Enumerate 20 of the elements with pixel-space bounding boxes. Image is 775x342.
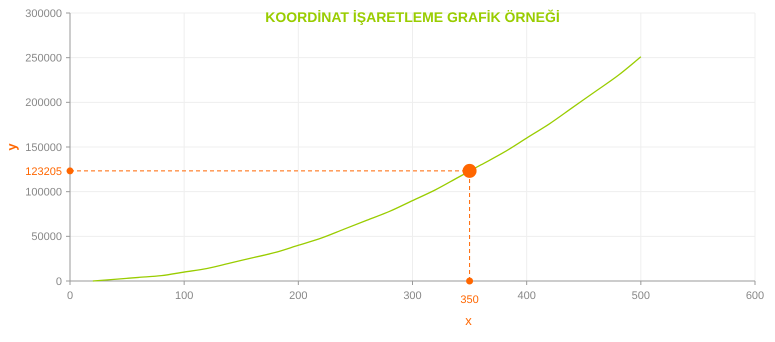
y-axis-title: y — [4, 142, 19, 151]
ref-line-label: 350 — [460, 294, 479, 306]
y-tick-label: 200000 — [25, 97, 62, 110]
x-tick-label: 200 — [289, 290, 308, 302]
y-tick-label: 50000 — [31, 231, 62, 244]
ref-line-label: 123205 — [25, 166, 62, 178]
chart-title: KOORDİNAT İŞARETLEME GRAFİK ÖRNEĞİ — [265, 9, 560, 25]
x-tick-label: 100 — [174, 290, 194, 302]
line-series — [92, 56, 642, 282]
x-axis-title: x — [465, 313, 472, 328]
x-tick-label: 600 — [746, 290, 764, 302]
y-tick-label: 0 — [56, 276, 62, 288]
x-tick-label: 500 — [632, 290, 650, 302]
y-tick-label: 150000 — [25, 142, 62, 154]
y-tick-label: 100000 — [25, 186, 62, 199]
x-tick-label: 300 — [403, 290, 422, 302]
y-tick-label: 250000 — [25, 52, 62, 65]
x-tick-label: 400 — [517, 290, 536, 302]
y-tick-label: 300000 — [25, 8, 62, 20]
x-tick-label: 0 — [66, 290, 74, 302]
